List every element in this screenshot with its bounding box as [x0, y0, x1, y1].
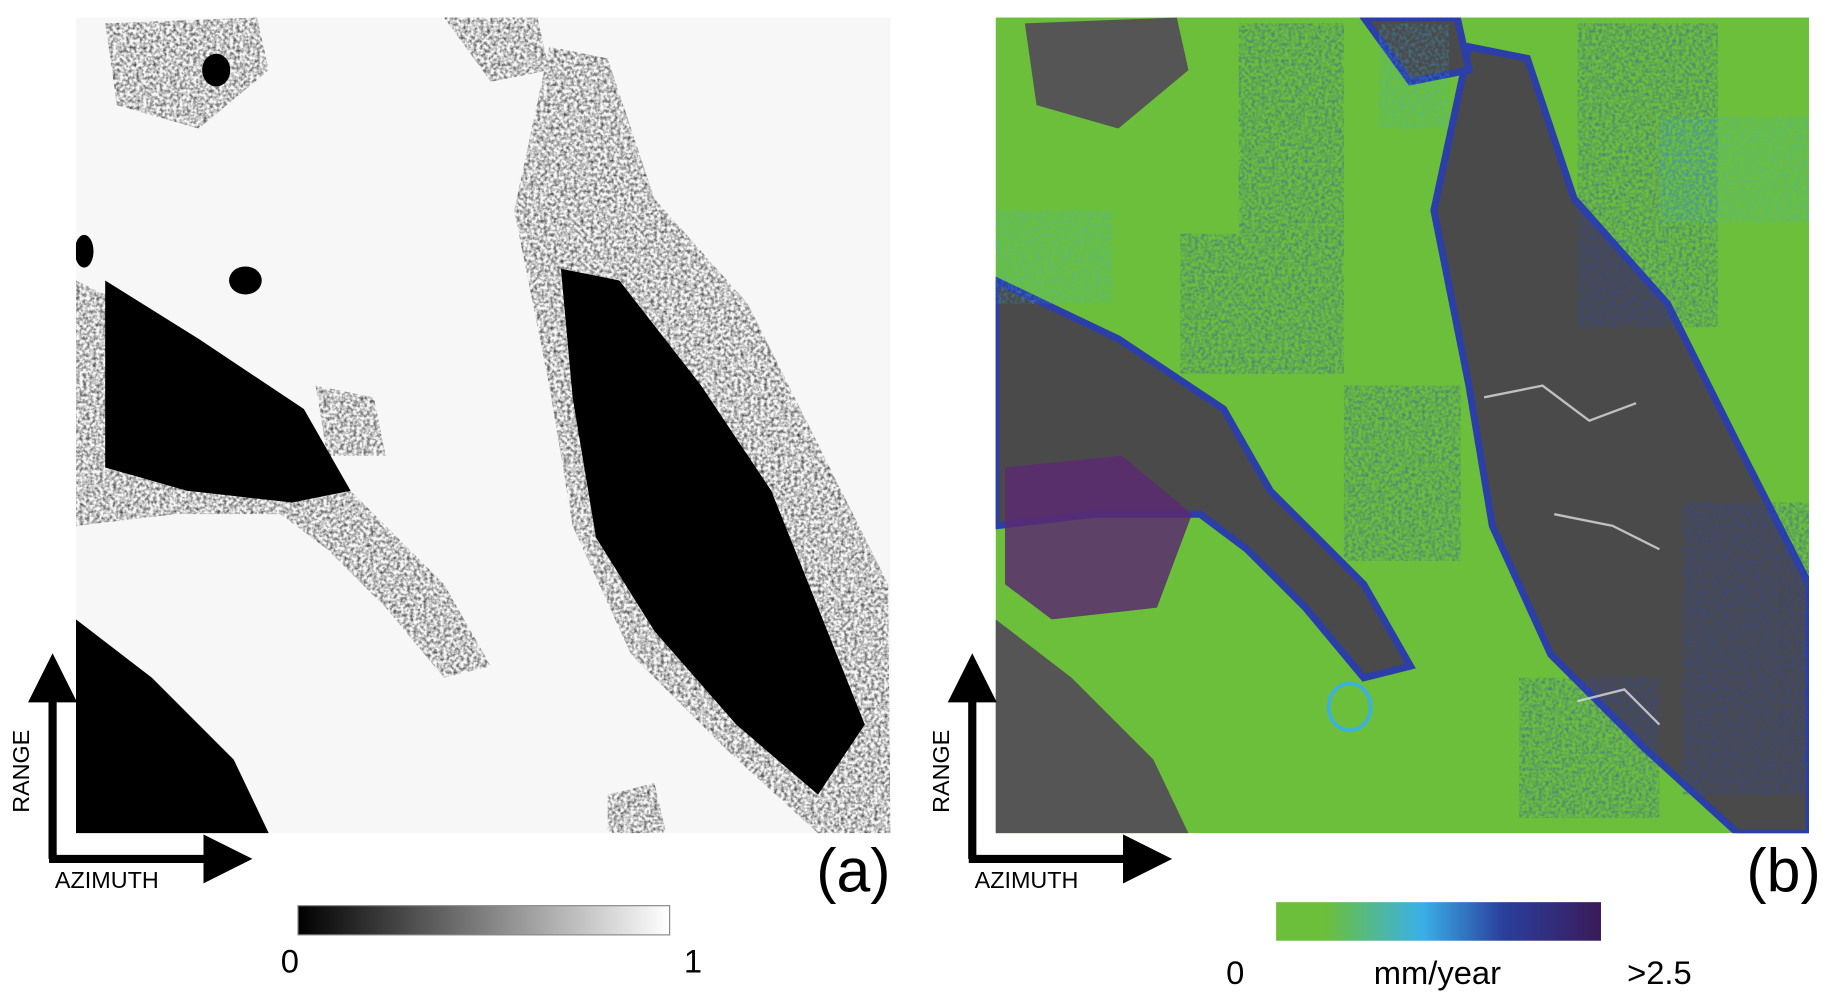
figure-content: RANGE AZIMUTH (a) 0 1 RANGE AZIMUTH (b) …	[8, 17, 1821, 991]
coherence-map	[75, 17, 891, 834]
colorbar-unit: mm/year	[1374, 954, 1501, 991]
colorbar-tick: 0	[281, 942, 299, 979]
colorbar	[1276, 902, 1601, 941]
panel-label: (b)	[1746, 837, 1820, 905]
range-label: RANGE	[928, 730, 954, 813]
colorbar-tick: 0	[1226, 954, 1244, 991]
azimuth-label: AZIMUTH	[55, 867, 159, 893]
colorbar-tick: >2.5	[1627, 954, 1692, 991]
colorbar	[297, 905, 671, 936]
velocity-map	[995, 17, 1809, 834]
panel-label: (a)	[816, 837, 890, 905]
azimuth-label: AZIMUTH	[975, 867, 1079, 893]
axis-arrows	[28, 653, 1173, 884]
range-label: RANGE	[8, 730, 34, 813]
colorbar-tick: 1	[684, 942, 702, 979]
